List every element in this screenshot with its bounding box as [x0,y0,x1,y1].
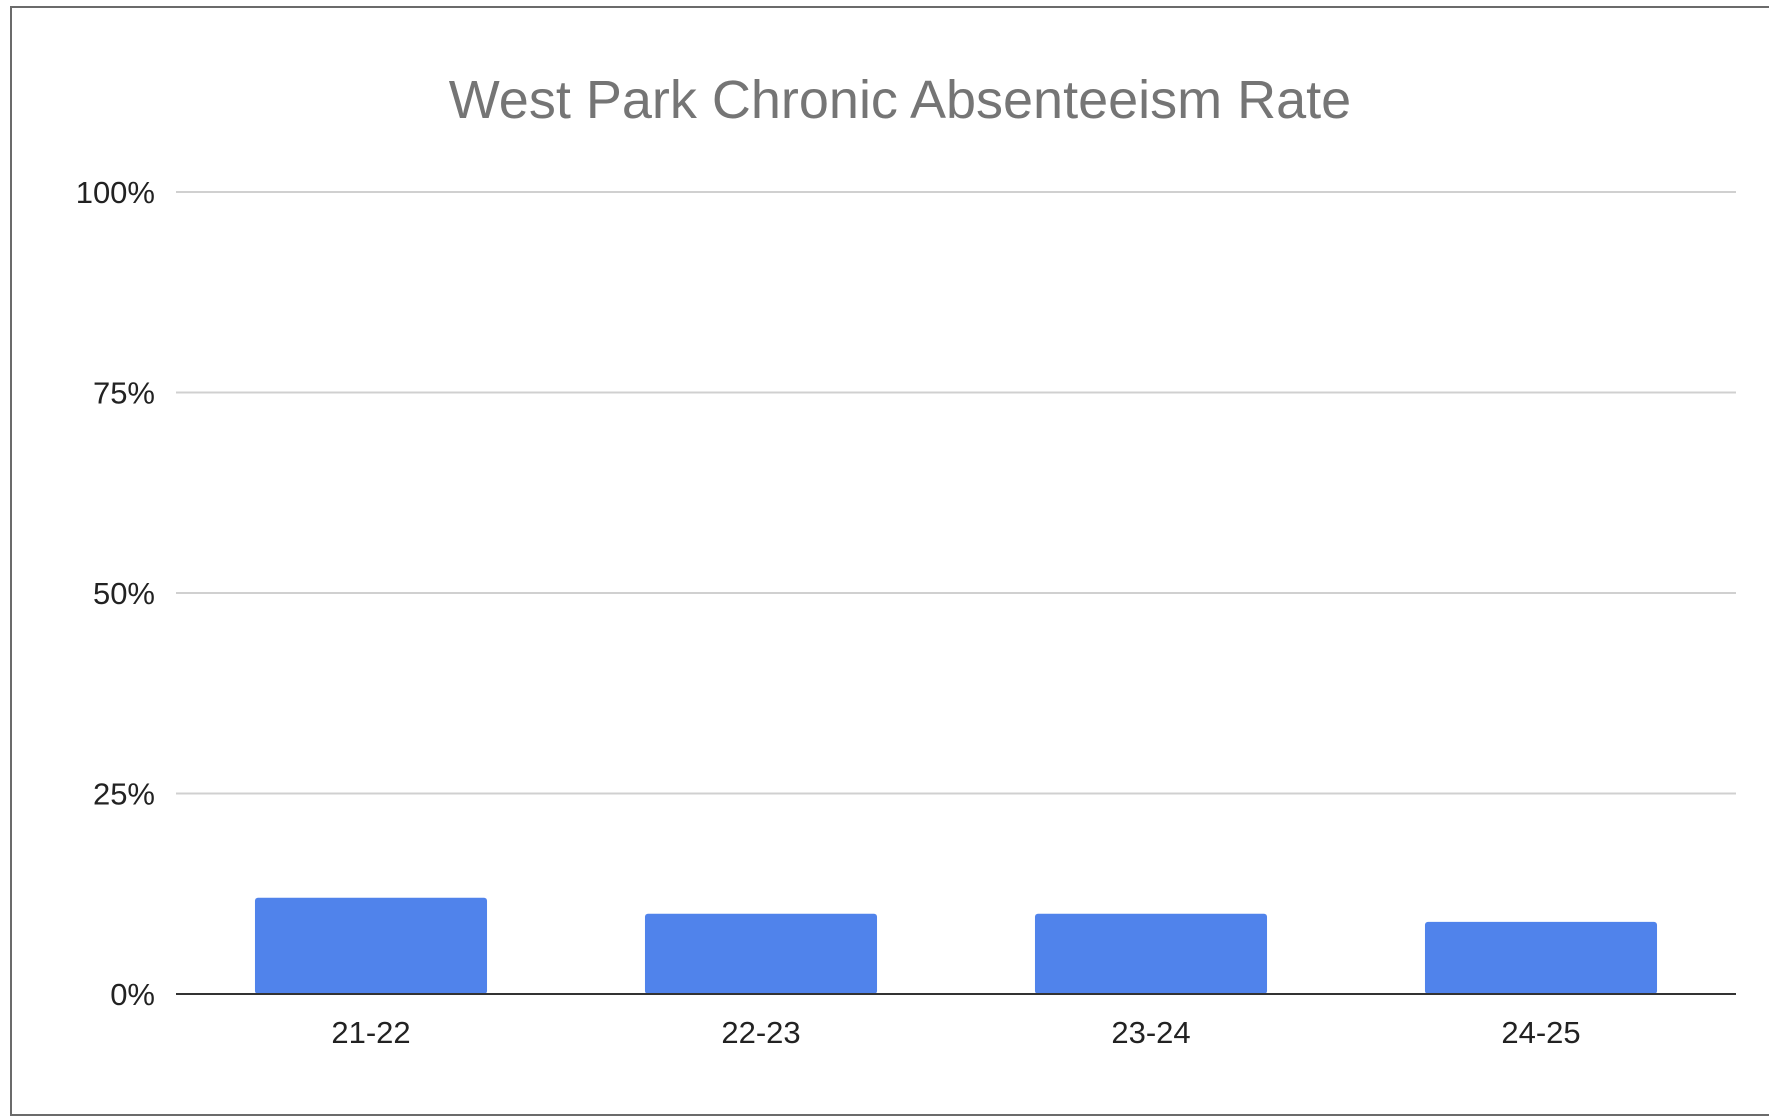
y-tick-label: 100% [76,175,155,210]
y-tick-label: 25% [93,777,155,812]
x-tick-label: 22-23 [721,1015,800,1050]
x-tick-label: 23-24 [1111,1015,1190,1050]
gridlines [176,191,1736,795]
bar-23-24 [1034,913,1268,994]
chart-title: West Park Chronic Absenteeism Rate [449,70,1351,130]
x-tick-label: 21-22 [331,1015,410,1050]
x-tick-label: 24-25 [1501,1015,1580,1050]
bar-21-22 [254,897,488,994]
y-tick-label: 0% [110,977,155,1012]
bar-22-23 [644,913,878,994]
y-tick-label: 50% [93,576,155,611]
x-axis-ticks: 21-22 22-23 23-24 24-25 [331,1015,1580,1050]
bar-24-25 [1424,921,1658,994]
bars [254,897,1658,994]
y-tick-label: 75% [93,376,155,411]
y-axis-ticks: 0% 25% 50% 75% 100% [76,175,155,1012]
